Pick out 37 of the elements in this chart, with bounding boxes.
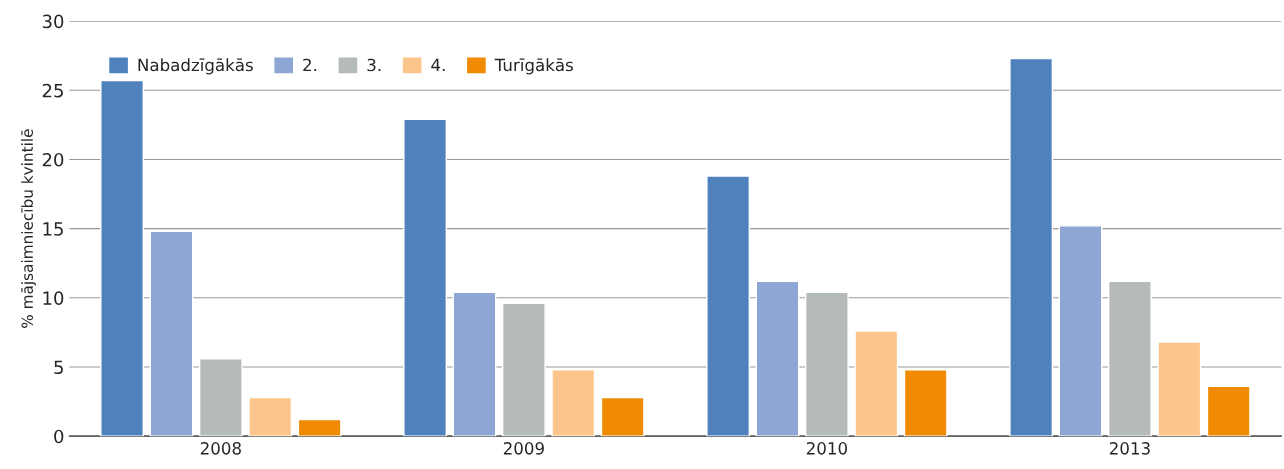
x-tick-label: 2010 [806, 442, 847, 455]
x-tick-label: 2008 [200, 442, 241, 455]
x-tick-label: 2013 [1109, 442, 1150, 455]
bar [1108, 280, 1152, 437]
bar [297, 418, 342, 437]
bar [198, 357, 243, 437]
legend-label: Turīgākās [494, 58, 573, 75]
bar [1157, 341, 1202, 437]
bar [854, 330, 899, 437]
bar [452, 291, 497, 437]
bar [551, 369, 596, 437]
y-tick-label: 10 [43, 291, 64, 305]
legend-label: 4. [431, 58, 445, 72]
bar [600, 396, 645, 437]
y-tick-label: 5 [54, 360, 63, 375]
legend-label: 3. [367, 58, 381, 72]
bar [149, 230, 194, 437]
y-tick-label: 20 [42, 152, 64, 167]
bar [248, 396, 293, 437]
bar [403, 118, 447, 437]
bar [706, 175, 751, 437]
x-tick-label: 2009 [503, 442, 544, 455]
bar [755, 280, 800, 437]
y-tick-label: 0 [54, 429, 64, 444]
bar [903, 369, 948, 437]
bar [804, 291, 849, 437]
y-tick-label: 25 [42, 83, 63, 98]
legend-label: 2. [303, 58, 317, 72]
y-tick-label: 30 [42, 14, 64, 29]
bar [501, 302, 546, 437]
bar [1009, 57, 1054, 437]
bar [100, 79, 144, 437]
y-tick-label: 15 [43, 222, 63, 236]
bar [1206, 385, 1251, 437]
y-axis-title: % mājsaimniecību kvintilē [21, 129, 36, 328]
legend-label: Nabadzīgākās [138, 58, 253, 75]
bar [1058, 225, 1103, 437]
